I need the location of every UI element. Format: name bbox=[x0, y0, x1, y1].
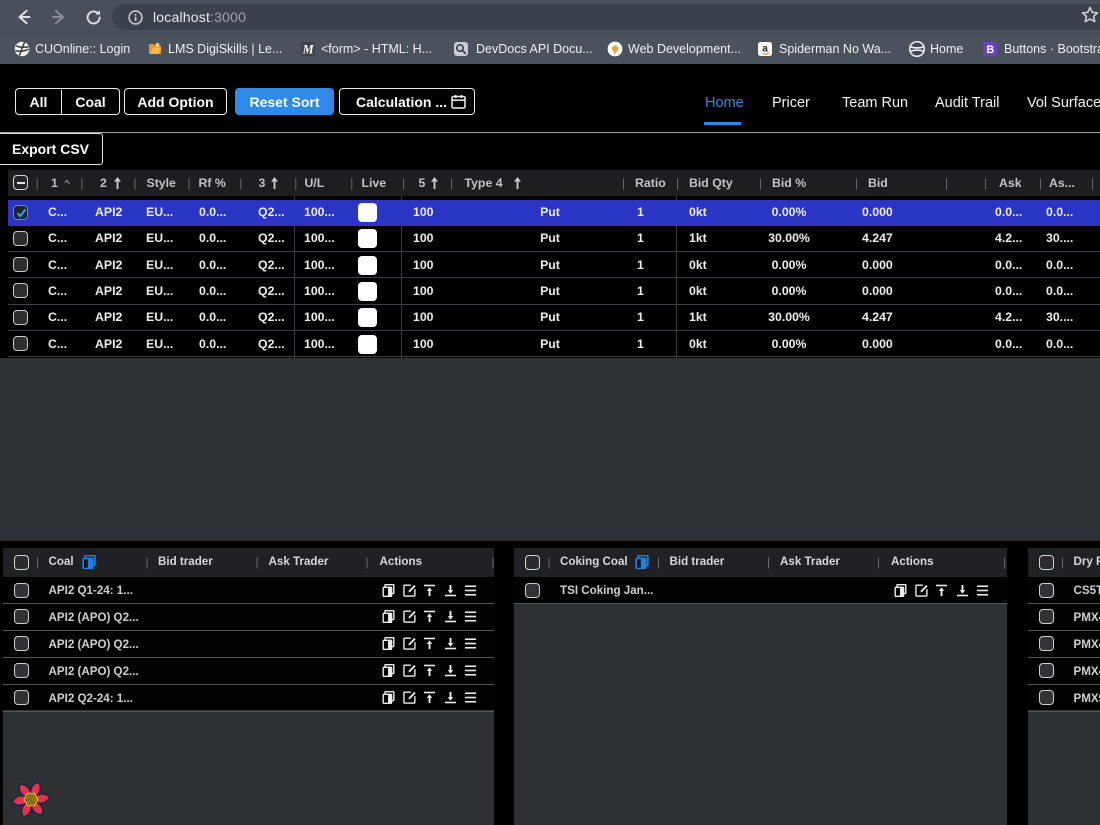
svg-text:B: B bbox=[986, 44, 994, 56]
svg-text:a: a bbox=[762, 44, 768, 55]
svg-text:M: M bbox=[302, 42, 315, 56]
